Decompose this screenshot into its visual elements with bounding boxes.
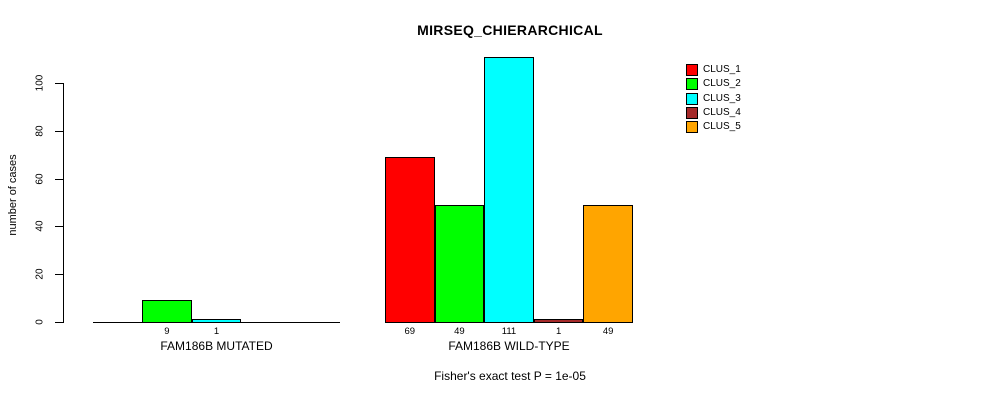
bar-group1-clus_3 bbox=[191, 319, 242, 323]
bar-value-label: 1 bbox=[555, 326, 562, 337]
legend-swatch bbox=[686, 121, 698, 134]
chart-title: MIRSEQ_CHIERARCHICAL bbox=[417, 22, 603, 38]
y-axis-tick bbox=[55, 131, 63, 132]
y-axis-tick bbox=[55, 179, 63, 180]
y-axis-tick bbox=[55, 274, 63, 275]
legend-swatch bbox=[686, 78, 698, 91]
x-axis-group-label: FAM186B WILD-TYPE bbox=[448, 339, 570, 353]
legend-label: CLUS_3 bbox=[703, 92, 741, 104]
bar-group2-clus_2 bbox=[434, 205, 485, 323]
bar-group2-clus_3 bbox=[484, 57, 534, 323]
legend-label: CLUS_2 bbox=[703, 78, 741, 90]
y-axis-tick-label: 40 bbox=[34, 220, 46, 232]
y-axis-tick-label: 60 bbox=[34, 173, 46, 185]
bar-value-label: 49 bbox=[454, 326, 465, 337]
bar-value-label: 49 bbox=[602, 326, 614, 337]
legend-label: CLUS_5 bbox=[703, 121, 741, 133]
bar-group2-clus_4 bbox=[533, 319, 584, 323]
legend-swatch bbox=[686, 92, 698, 105]
y-axis-title: number of cases bbox=[7, 154, 19, 236]
bar-value-label: 69 bbox=[404, 326, 416, 337]
legend-label: CLUS_4 bbox=[703, 106, 741, 118]
bar-group1-clus_5 bbox=[290, 322, 341, 323]
bar-value-label: 9 bbox=[164, 326, 170, 337]
bar-value-label: 111 bbox=[501, 326, 517, 337]
legend-label: CLUS_1 bbox=[703, 64, 741, 75]
legend-swatch bbox=[686, 64, 698, 76]
y-axis-tick-label: 100 bbox=[34, 74, 46, 92]
y-axis-tick-label: 0 bbox=[34, 319, 46, 325]
y-axis-line bbox=[63, 83, 64, 323]
bar-group2-clus_5 bbox=[583, 205, 633, 323]
bar-group1-clus_2 bbox=[142, 300, 192, 323]
x-axis-group-label: FAM186B MUTATED bbox=[160, 339, 273, 353]
y-axis-tick-label: 20 bbox=[34, 268, 46, 280]
y-axis-tick bbox=[55, 83, 63, 84]
bar-value-label: 1 bbox=[213, 326, 220, 337]
y-axis-tick-label: 80 bbox=[34, 125, 46, 137]
legend-swatch bbox=[686, 106, 698, 119]
y-axis-tick bbox=[55, 322, 63, 323]
bar-group1-clus_1 bbox=[92, 322, 143, 323]
fisher-test-annotation: Fisher's exact test P = 1e-05 bbox=[434, 369, 586, 383]
y-axis-tick bbox=[55, 226, 63, 227]
bar-group1-clus_4 bbox=[241, 322, 291, 323]
bar-group2-clus_1 bbox=[385, 157, 435, 323]
